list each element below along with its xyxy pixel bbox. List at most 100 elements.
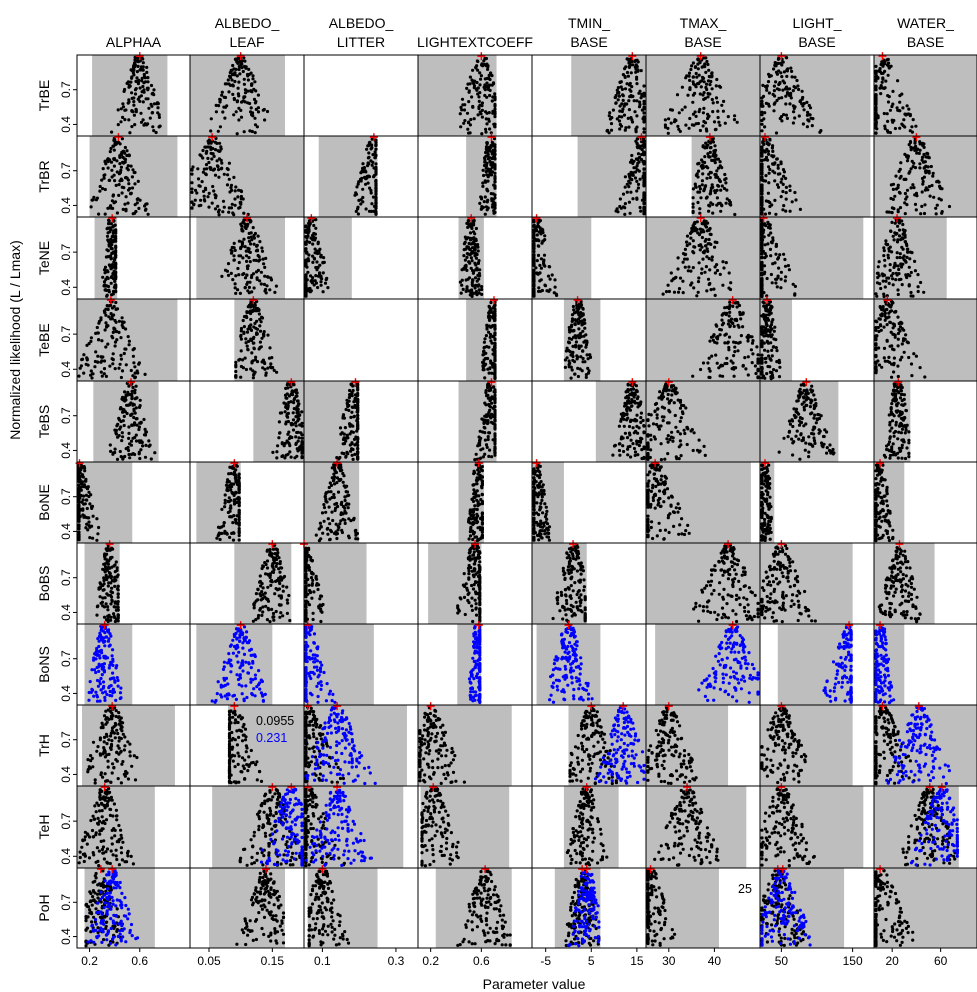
data-point [715,361,719,365]
data-point [107,222,111,226]
data-point [129,68,133,72]
panel-TeBS-3 [417,378,533,463]
data-point [367,143,371,147]
data-point [99,316,103,320]
data-point [109,237,113,241]
data-point [727,335,732,339]
data-point [784,94,788,98]
data-point [233,79,237,84]
data-point [918,162,922,166]
data-point [774,242,779,246]
data-point [720,364,725,368]
data-point [890,375,894,379]
data-point [466,225,470,229]
data-point [672,290,677,294]
data-point [767,354,771,358]
data-point [488,448,492,452]
data-point [761,94,766,98]
data-point [764,309,768,313]
data-point [904,260,908,264]
data-point [892,265,896,269]
data-point [910,159,914,163]
data-point [250,112,254,116]
data-point [621,94,625,98]
data-point [493,313,497,317]
data-point [618,109,622,113]
data-point [290,390,294,394]
data-point [874,360,878,364]
data-point [237,206,241,210]
data-point [128,456,132,460]
data-point [315,249,320,253]
data-point [242,218,246,222]
data-point [806,110,810,114]
data-point [353,403,357,408]
data-point [116,435,120,439]
data-point [133,61,137,65]
data-point [802,108,806,112]
data-point [773,325,777,329]
data-point [356,407,360,412]
data-point [716,335,720,339]
data-point [268,288,272,292]
data-point [129,368,133,373]
data-point [620,435,624,439]
data-point [914,124,918,128]
data-point [242,82,246,86]
data-point [139,448,143,452]
data-point [367,151,371,155]
data-point [107,290,111,294]
data-point [708,150,712,154]
data-point [143,80,148,84]
data-point [775,157,779,161]
data-point [492,209,496,213]
data-point [607,114,611,118]
data-point [732,354,736,358]
data-point [477,99,481,103]
data-point [688,87,692,91]
data-point [127,343,131,347]
data-point [465,86,469,90]
column-header: LIGHTEXTCOEFF [417,34,533,50]
data-point [353,452,357,456]
data-point [283,393,288,397]
data-point [914,146,918,150]
data-point [777,375,782,379]
panel-TrBR-1 [189,133,305,218]
data-point [335,456,339,460]
data-point [891,283,895,287]
data-point [690,123,695,127]
data-point [905,188,910,192]
data-point [569,325,573,329]
column-header: BASE [907,34,944,50]
data-point [770,333,774,337]
data-point [726,115,730,119]
data-point [485,122,489,126]
data-point [620,115,624,119]
data-point [338,426,343,430]
data-point [903,212,907,216]
data-point [780,119,784,123]
data-point [325,276,329,280]
data-point [634,70,638,74]
data-point [106,304,110,308]
data-point [216,129,220,133]
data-point [493,418,497,422]
data-point [130,389,134,393]
data-point [493,196,497,200]
data-point [874,126,878,130]
data-point [486,367,490,371]
data-point [193,188,198,192]
data-point [107,263,111,267]
data-point [89,369,93,373]
data-point [720,323,725,327]
data-point [342,416,346,420]
data-point [250,351,254,355]
data-point [766,80,771,84]
data-point [351,388,355,393]
data-point [715,240,719,245]
data-point [245,259,249,263]
data-point [896,331,901,336]
data-point [693,91,697,95]
